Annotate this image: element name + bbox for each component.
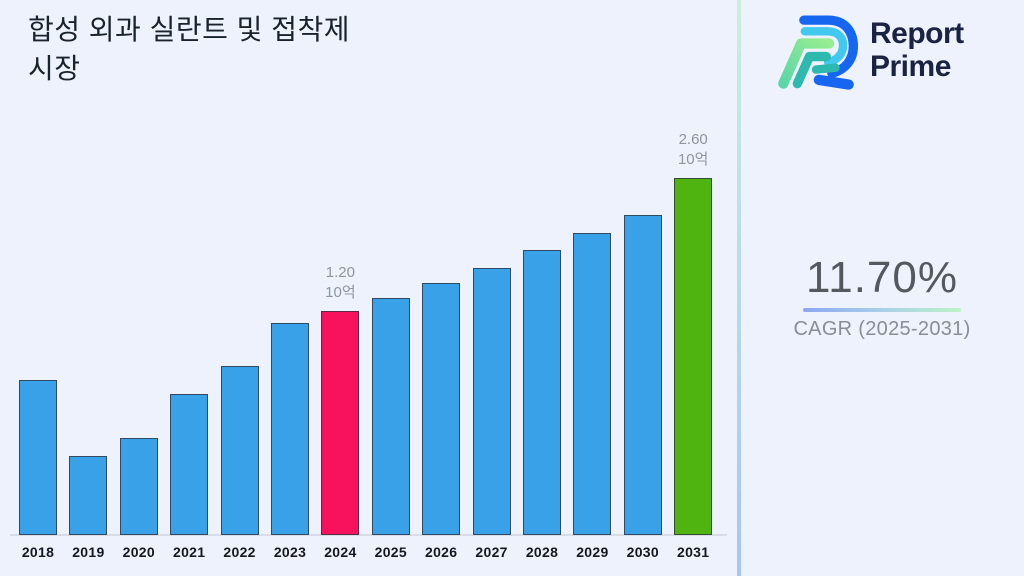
bar-2030 [623, 215, 662, 535]
bar-2021 [170, 394, 209, 535]
year-label-2019: 2019 [72, 544, 105, 560]
year-label-2018: 2018 [21, 544, 55, 560]
brand-wordmark-line1: Report [870, 17, 964, 50]
value-label-2031: 2.60 10억 [677, 131, 709, 168]
bar-2029 [573, 233, 612, 535]
year-label-2031: 2031 [677, 544, 710, 560]
x-axis-line [10, 534, 727, 536]
bar-2019 [69, 456, 108, 535]
brand-wordmark: Report Prime [870, 17, 964, 83]
year-label-2021: 2021 [173, 544, 206, 560]
page-title-line1: 합성 외과 실란트 및 접착제 [28, 14, 350, 45]
year-label-2029: 2029 [576, 544, 609, 560]
bar-2022 [220, 366, 259, 535]
page-title-line2: 시장 [28, 53, 81, 84]
cagr-label: CAGR (2025-2031) [793, 318, 971, 340]
bar-2031 [674, 178, 713, 535]
year-label-2023: 2023 [273, 544, 307, 560]
panel-divider [737, 0, 741, 576]
brand-wordmark-line2: Prime [870, 50, 951, 83]
brand-logo: Report Prime [774, 8, 964, 92]
bar-2026 [422, 283, 461, 535]
cagr-underline [803, 308, 961, 312]
year-label-2022: 2022 [223, 544, 256, 560]
value-label-2024: 1.20 10억 [325, 264, 356, 301]
bar-2025 [371, 298, 410, 535]
market-bar-chart: 2018 2019 2020 2021 2022 2023 2024 1.20 10억 2025 2… [10, 131, 727, 560]
year-label-2028: 2028 [525, 544, 559, 560]
year-label-2024: 2024 [324, 544, 357, 560]
bar-2020 [119, 438, 158, 535]
year-label-2025: 2025 [374, 544, 407, 560]
bar-2018 [19, 380, 57, 535]
year-label-2030: 2030 [626, 544, 659, 560]
year-label-2020: 2020 [122, 544, 155, 560]
report-prime-logo-icon [778, 15, 858, 90]
bar-2024 [321, 311, 360, 535]
bar-2023 [271, 323, 309, 535]
year-label-2027: 2027 [475, 544, 508, 560]
cagr-panel: 11.70% CAGR (2025-2031) [740, 254, 1024, 341]
cagr-value: 11.70% [806, 253, 958, 302]
year-label-2026: 2026 [425, 544, 458, 560]
bar-2028 [523, 250, 561, 535]
bar-2027 [472, 268, 511, 535]
